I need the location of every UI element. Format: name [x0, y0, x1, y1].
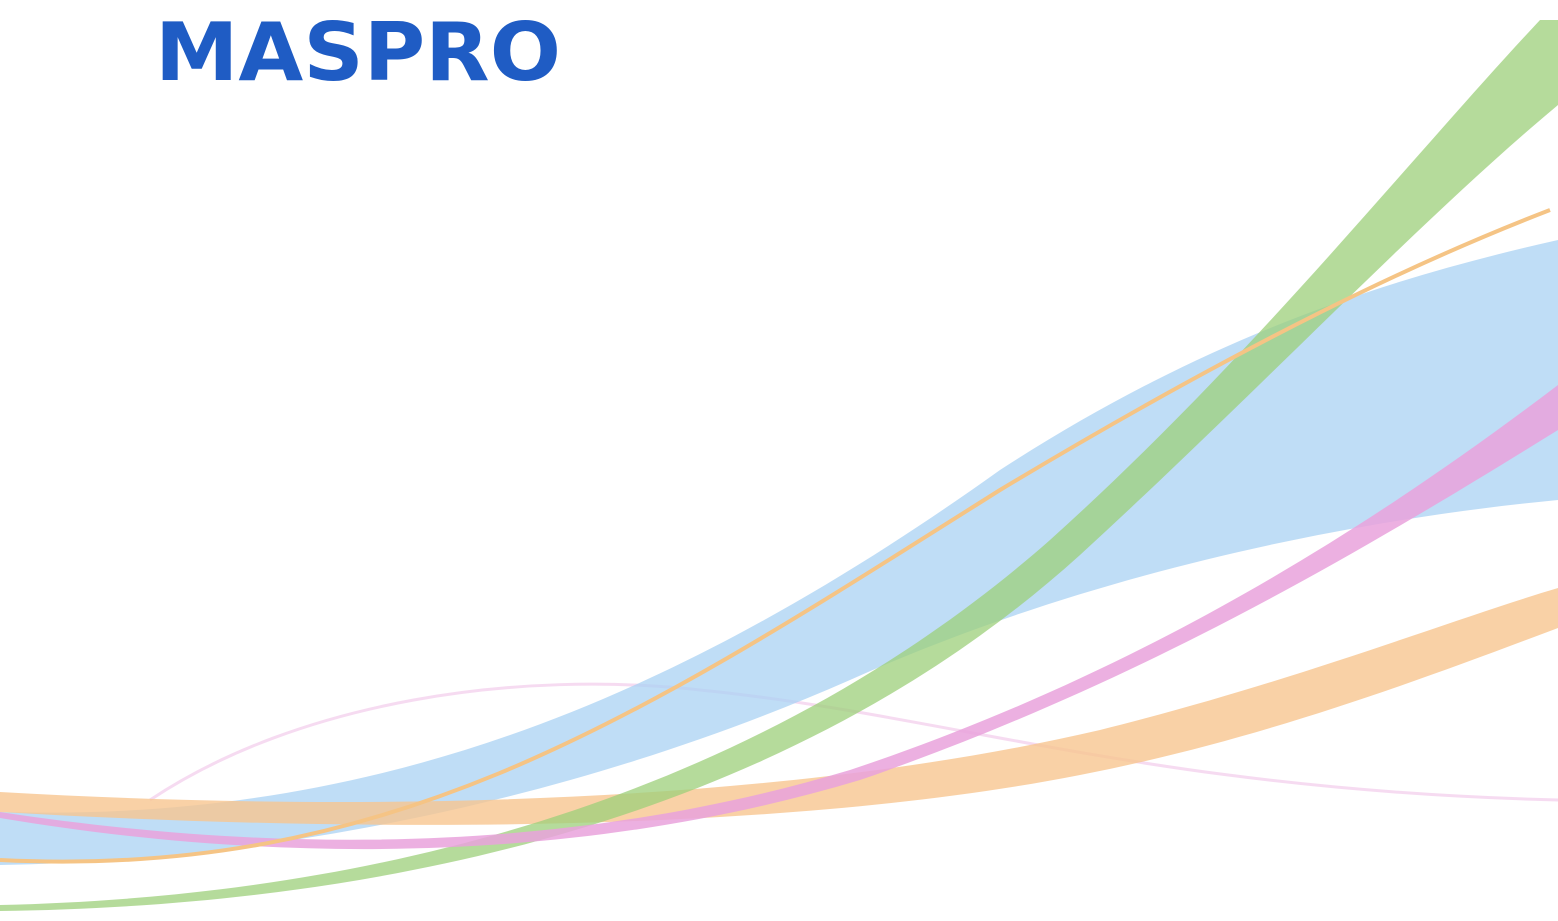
wave-orange-thin [0, 208, 1551, 864]
wave-green [0, 20, 1558, 911]
wave-orange-wide [0, 588, 1558, 825]
logo: MASPRO [155, 6, 561, 99]
wave-blue [0, 240, 1558, 865]
